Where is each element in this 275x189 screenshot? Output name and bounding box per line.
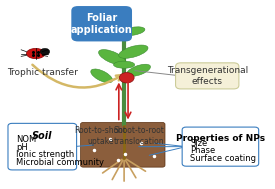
Text: Properties of NPs: Properties of NPs — [176, 134, 265, 143]
Circle shape — [40, 48, 50, 55]
Text: NOM: NOM — [16, 136, 36, 144]
FancyBboxPatch shape — [71, 6, 132, 41]
Text: Transgenerational
effects: Transgenerational effects — [167, 66, 248, 86]
Ellipse shape — [96, 30, 118, 40]
Text: Surface coating: Surface coating — [190, 154, 256, 163]
Text: Soil: Soil — [32, 131, 53, 141]
Text: Root-to-shoot
uptake: Root-to-shoot uptake — [74, 126, 126, 146]
Ellipse shape — [119, 45, 148, 58]
Ellipse shape — [122, 27, 145, 36]
Text: Microbial community: Microbial community — [16, 158, 104, 167]
Text: Trophic transfer: Trophic transfer — [7, 68, 78, 77]
Ellipse shape — [127, 64, 150, 76]
Text: Shoot-to-root
translocation: Shoot-to-root translocation — [113, 126, 164, 146]
Text: Ionic strength: Ionic strength — [16, 150, 74, 159]
Text: pH: pH — [16, 143, 28, 152]
Circle shape — [119, 73, 134, 83]
Ellipse shape — [26, 48, 45, 59]
Text: Size: Size — [190, 139, 207, 148]
FancyBboxPatch shape — [182, 127, 259, 166]
Ellipse shape — [91, 69, 112, 83]
FancyBboxPatch shape — [81, 122, 165, 167]
Ellipse shape — [114, 61, 135, 68]
Ellipse shape — [99, 50, 126, 65]
Text: Foliar
application: Foliar application — [71, 13, 133, 35]
FancyBboxPatch shape — [175, 63, 239, 89]
FancyBboxPatch shape — [8, 123, 77, 170]
Text: Phase: Phase — [190, 146, 215, 155]
